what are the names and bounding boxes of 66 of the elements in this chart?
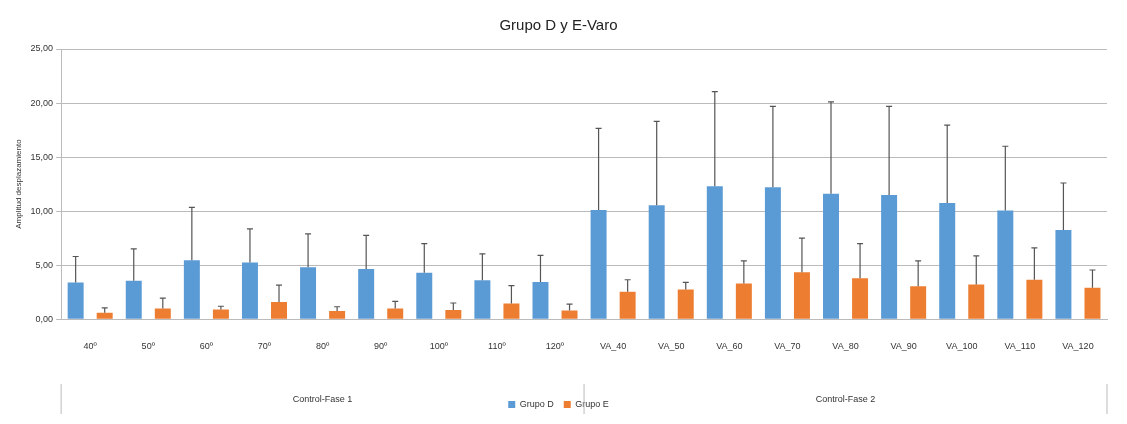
y-tick-label: 15,00 bbox=[30, 151, 54, 162]
bar bbox=[358, 268, 375, 319]
x-tick-label: 50º bbox=[141, 341, 156, 352]
bar bbox=[619, 291, 636, 319]
bar bbox=[997, 210, 1014, 319]
x-tick-label: VA_50 bbox=[658, 341, 685, 352]
bar bbox=[852, 278, 869, 319]
bar bbox=[474, 280, 491, 319]
x-tick-label: VA_100 bbox=[946, 341, 978, 352]
bar bbox=[764, 187, 781, 319]
y-tick-label: 0,00 bbox=[35, 313, 54, 324]
bar bbox=[183, 260, 200, 319]
bar bbox=[67, 282, 84, 319]
bar bbox=[735, 283, 752, 319]
bar bbox=[706, 186, 723, 319]
x-tick-label: 120º bbox=[545, 341, 565, 352]
bar bbox=[445, 310, 462, 319]
bar bbox=[677, 289, 694, 319]
bar bbox=[212, 309, 229, 319]
x-tick-label: VA_90 bbox=[890, 341, 917, 352]
x-tick-label: 60º bbox=[199, 341, 214, 352]
x-tick-label: VA_40 bbox=[599, 341, 627, 352]
bar bbox=[939, 203, 956, 319]
bar bbox=[910, 286, 927, 319]
bar bbox=[532, 281, 549, 319]
bar bbox=[1084, 287, 1101, 319]
x-tick-label: VA_60 bbox=[716, 341, 743, 352]
bar bbox=[1026, 279, 1043, 319]
bar bbox=[241, 262, 258, 319]
bar bbox=[648, 205, 665, 319]
bar bbox=[271, 301, 287, 319]
x-tick-label: VA_70 bbox=[774, 341, 801, 352]
bar bbox=[154, 308, 171, 319]
bar bbox=[793, 272, 810, 319]
bar bbox=[329, 311, 346, 319]
bar bbox=[387, 308, 404, 319]
chart-title: Grupo D y E-Varo bbox=[499, 16, 618, 34]
bar bbox=[300, 267, 317, 319]
x-tick-label: VA_120 bbox=[1062, 341, 1094, 352]
y-tick-label: 25,00 bbox=[30, 43, 54, 54]
x-tick-label: 110º bbox=[488, 341, 507, 352]
bar bbox=[416, 272, 433, 319]
text: Control-Fase 1 bbox=[292, 394, 353, 405]
x-tick-label: 100º bbox=[429, 341, 449, 352]
bar bbox=[96, 312, 113, 319]
x-tick-label: 90º bbox=[374, 341, 389, 352]
bar bbox=[590, 210, 607, 319]
x-tick-label: VA_110 bbox=[1004, 341, 1036, 352]
y-tick-label: 5,00 bbox=[35, 259, 54, 270]
y-tick-label: 20,00 bbox=[30, 97, 54, 108]
y-axis-title: Amplitud desplazamiento bbox=[14, 138, 23, 229]
x-tick-label: 70º bbox=[257, 341, 272, 352]
x-tick-label: 80º bbox=[315, 341, 330, 352]
legend-label: Grupo E bbox=[575, 398, 609, 409]
x-tick-label: 40º bbox=[83, 341, 98, 352]
x-tick-label: VA_80 bbox=[832, 341, 859, 352]
y-tick-label: 10,00 bbox=[30, 205, 54, 216]
bar bbox=[881, 194, 898, 319]
bar bbox=[561, 310, 578, 319]
bar bbox=[1055, 230, 1072, 319]
bar bbox=[503, 303, 520, 319]
legend-label: Grupo D bbox=[519, 398, 555, 409]
text: Control-Fase 2 bbox=[815, 394, 876, 405]
bar bbox=[125, 280, 142, 319]
bar bbox=[823, 193, 839, 319]
bar bbox=[968, 284, 985, 319]
